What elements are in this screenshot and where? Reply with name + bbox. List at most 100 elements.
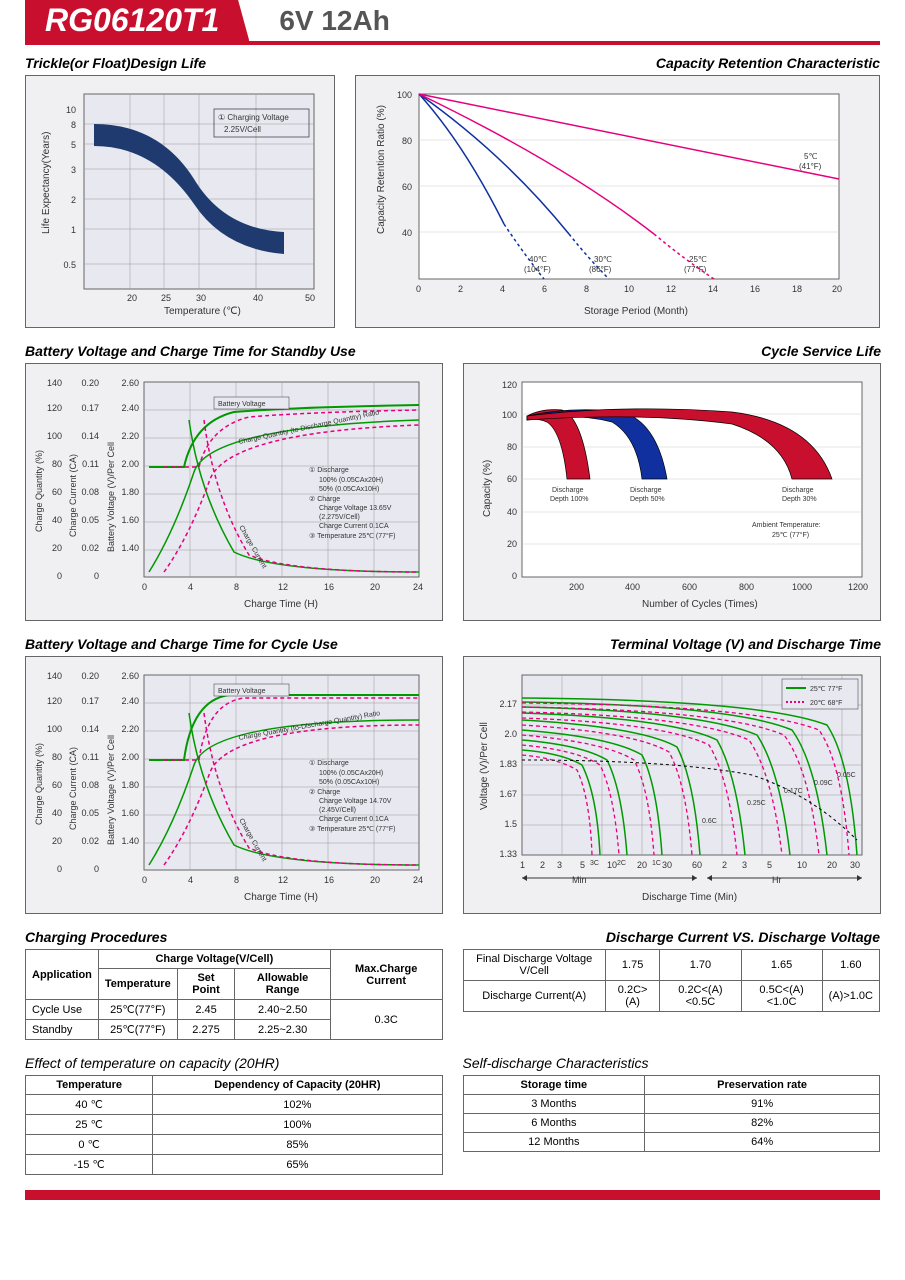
svg-text:120: 120 [502, 380, 517, 390]
svg-text:Battery Voltage: Battery Voltage [218, 688, 266, 695]
svg-text:20: 20 [832, 284, 842, 294]
table-row: 6 Months82% [463, 1114, 880, 1133]
svg-text:140: 140 [47, 378, 62, 388]
svg-text:25℃ (77°F): 25℃ (77°F) [772, 531, 809, 539]
svg-text:(2.275V/Cell): (2.275V/Cell) [319, 514, 360, 521]
th-setpoint: Set Point [177, 969, 235, 1000]
discharge-voltage-table: Final Discharge Voltage V/Cell 1.75 1.70… [463, 949, 881, 1012]
svg-text:1000: 1000 [792, 582, 812, 592]
svg-text:25℃ 77°F: 25℃ 77°F [810, 685, 842, 693]
svg-text:12: 12 [666, 284, 676, 294]
svg-text:0.20: 0.20 [81, 671, 99, 681]
svg-text:30℃: 30℃ [594, 255, 612, 264]
svg-text:Capacity (%): Capacity (%) [482, 460, 493, 517]
svg-text:② Charge: ② Charge [309, 495, 340, 503]
svg-text:Battery Voltage (V)/Per Cell: Battery Voltage (V)/Per Cell [106, 735, 116, 845]
svg-text:Voltage (V)/Per Cell: Voltage (V)/Per Cell [479, 722, 490, 810]
table-row: 3 Months91% [463, 1095, 880, 1114]
svg-text:24: 24 [413, 875, 423, 885]
svg-text:16: 16 [750, 284, 760, 294]
svg-text:Min: Min [572, 875, 587, 885]
svg-text:30: 30 [850, 860, 860, 870]
svg-text:20: 20 [507, 539, 517, 549]
svg-text:10: 10 [607, 860, 617, 870]
svg-text:① Charging Voltage: ① Charging Voltage [218, 113, 289, 122]
svg-text:200: 200 [569, 582, 584, 592]
chart-title: Battery Voltage and Charge Time for Stan… [25, 343, 443, 359]
svg-text:2.60: 2.60 [121, 378, 139, 388]
svg-text:30: 30 [196, 293, 206, 303]
svg-text:Charge Quantity (%): Charge Quantity (%) [34, 450, 44, 532]
svg-text:3: 3 [71, 165, 76, 175]
th-max-current: Max.Charge Current [330, 950, 442, 1000]
svg-text:0.08: 0.08 [81, 780, 99, 790]
svg-text:0.09C: 0.09C [814, 780, 833, 787]
svg-text:20: 20 [52, 543, 62, 553]
svg-text:② Charge: ② Charge [309, 788, 340, 796]
th-temp: Temperature [98, 969, 177, 1000]
svg-text:100: 100 [47, 724, 62, 734]
svg-text:0.17C: 0.17C [784, 788, 803, 795]
svg-text:0.02: 0.02 [81, 836, 99, 846]
svg-text:1.40: 1.40 [121, 543, 139, 553]
svg-text:80: 80 [507, 442, 517, 452]
svg-text:5℃: 5℃ [804, 152, 817, 161]
svg-text:Hr: Hr [772, 875, 782, 885]
table-row: 40 ℃102% [26, 1095, 443, 1115]
th-preservation: Preservation rate [645, 1076, 880, 1095]
svg-text:0.17: 0.17 [81, 403, 99, 413]
svg-text:Discharge: Discharge [630, 487, 662, 494]
svg-text:5: 5 [767, 860, 772, 870]
svg-text:100: 100 [502, 410, 517, 420]
svg-text:Charge Current 0.1CA: Charge Current 0.1CA [319, 523, 389, 530]
svg-text:2: 2 [71, 195, 76, 205]
svg-text:Charge Quantity (%): Charge Quantity (%) [34, 743, 44, 825]
table-row: -15 ℃65% [26, 1155, 443, 1175]
svg-text:③ Temperature 25℃ (77°F): ③ Temperature 25℃ (77°F) [309, 532, 395, 540]
svg-text:Life Expectancy(Years): Life Expectancy(Years) [41, 132, 52, 234]
table-row: Final Discharge Voltage V/Cell 1.75 1.70… [463, 950, 880, 981]
svg-text:0: 0 [57, 571, 62, 581]
svg-text:20: 20 [637, 860, 647, 870]
svg-text:20: 20 [52, 836, 62, 846]
svg-text:(2.45V/Cell): (2.45V/Cell) [319, 807, 356, 814]
svg-text:2.20: 2.20 [121, 431, 139, 441]
svg-text:1.5: 1.5 [504, 819, 517, 829]
svg-text:10: 10 [66, 105, 76, 115]
svg-text:60: 60 [507, 474, 517, 484]
svg-text:2.00: 2.00 [121, 752, 139, 762]
svg-text:0.08: 0.08 [81, 487, 99, 497]
svg-text:0.25C: 0.25C [747, 800, 766, 807]
svg-text:Charge Current 0.1CA: Charge Current 0.1CA [319, 816, 389, 823]
svg-text:1.80: 1.80 [121, 487, 139, 497]
footer-bar [25, 1190, 880, 1200]
model-number: RG06120T1 [25, 0, 249, 41]
trickle-chart: ① Charging Voltage 2.25V/Cell Life Expec… [25, 75, 335, 328]
svg-text:Capacity Retention Ratio (%): Capacity Retention Ratio (%) [376, 105, 387, 234]
chart-title: Trickle(or Float)Design Life [25, 55, 335, 71]
svg-text:16: 16 [324, 875, 334, 885]
svg-text:40: 40 [253, 293, 263, 303]
svg-text:14: 14 [708, 284, 718, 294]
svg-text:2.0: 2.0 [504, 729, 517, 739]
svg-text:0.02: 0.02 [81, 543, 99, 553]
svg-text:2.40: 2.40 [121, 696, 139, 706]
table-row: 0 ℃85% [26, 1135, 443, 1155]
svg-text:Charge Voltage 13.65V: Charge Voltage 13.65V [319, 505, 392, 512]
svg-text:3: 3 [557, 860, 562, 870]
svg-text:40℃: 40℃ [529, 255, 547, 264]
svg-text:8: 8 [234, 875, 239, 885]
svg-text:0.14: 0.14 [81, 724, 99, 734]
charging-table: Application Charge Voltage(V/Cell) Max.C… [25, 949, 443, 1040]
svg-text:Discharge: Discharge [552, 487, 584, 494]
svg-text:80: 80 [52, 459, 62, 469]
table-row: Cycle Use 25℃(77°F) 2.45 2.40~2.50 0.3C [26, 1000, 443, 1020]
svg-text:Ambient Temperature:: Ambient Temperature: [752, 522, 821, 529]
svg-text:4: 4 [188, 582, 193, 592]
chart-title: Cycle Service Life [463, 343, 881, 359]
svg-text:4: 4 [500, 284, 505, 294]
svg-text:20: 20 [370, 875, 380, 885]
svg-text:100% (0.05CAx20H): 100% (0.05CAx20H) [319, 770, 383, 777]
svg-text:0.11: 0.11 [82, 459, 99, 469]
svg-text:1: 1 [71, 225, 76, 235]
